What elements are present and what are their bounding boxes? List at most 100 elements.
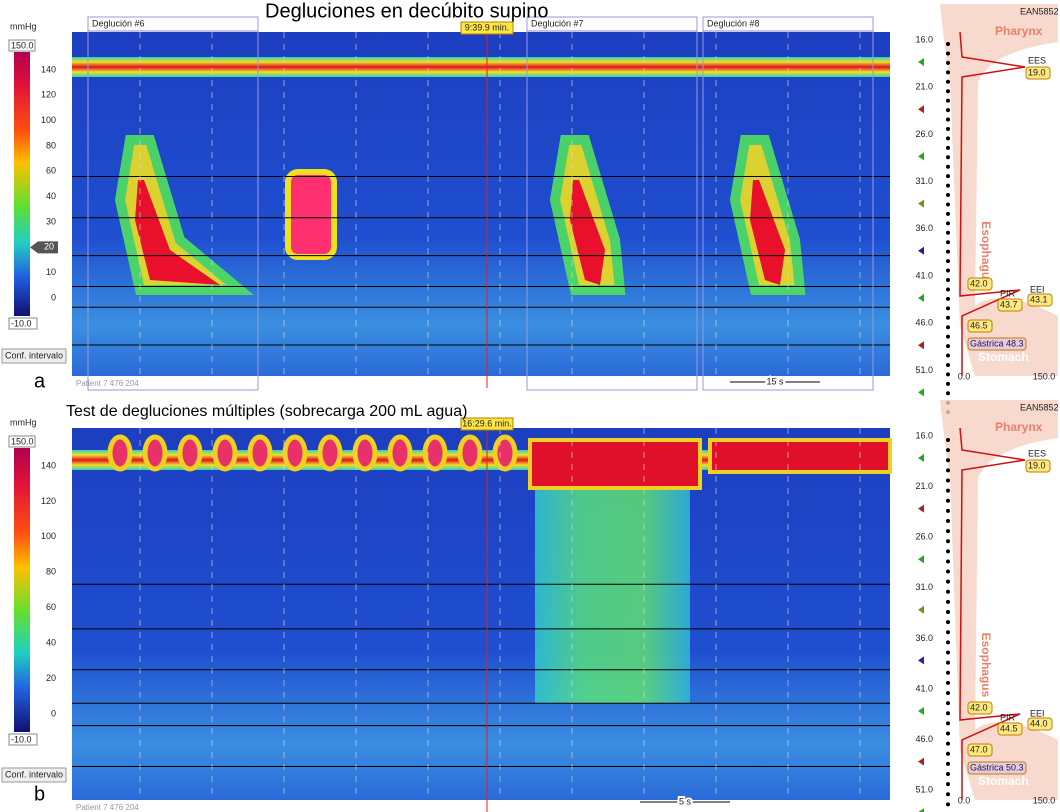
scale-tick: 140	[41, 460, 56, 470]
sensor-dot	[946, 202, 950, 207]
region: Esophagus	[979, 633, 993, 698]
eei-label: EEI	[1030, 284, 1045, 294]
sensor-arrow	[918, 504, 924, 513]
sensor-dot	[946, 145, 950, 150]
depth-tick: 31.0	[915, 582, 933, 592]
sensor-arrow	[918, 341, 924, 350]
sensor-arrow	[918, 152, 924, 161]
swallow-blob	[422, 434, 448, 472]
axis-min: 0.0	[958, 371, 971, 381]
sensor-dot	[946, 438, 950, 442]
sensor-dot	[946, 711, 950, 716]
depth-tick: 21.0	[915, 481, 933, 491]
depth-tick: 41.0	[915, 683, 933, 693]
sensor-dot	[946, 381, 950, 386]
scale-tick: 140	[41, 64, 56, 74]
swallow-blob	[352, 434, 378, 472]
swallow-blob	[177, 434, 203, 472]
sensor-dot	[946, 98, 950, 103]
time-marker-box	[460, 21, 514, 35]
panel-title: Test de degluciones múltiples (sobrecarg…	[66, 403, 467, 420]
panel-title: Degluciones en decúbito supino	[265, 0, 549, 22]
sensor-dot	[946, 306, 950, 311]
depth-tick: 26.0	[915, 532, 933, 542]
sensor-dot	[946, 448, 950, 453]
sensor-dot	[946, 792, 950, 797]
ees-label: EES	[1028, 448, 1046, 458]
ues-band	[708, 438, 892, 474]
sensor-dot	[946, 508, 950, 513]
settings-button[interactable]	[1, 348, 67, 364]
sensor-dot	[946, 691, 950, 695]
scale-tick: 10	[46, 267, 56, 277]
sensor-dot	[946, 79, 950, 84]
threshold-slider	[30, 241, 58, 254]
gastric-value-box	[967, 761, 1027, 775]
sensor-arrow	[918, 58, 924, 66]
sensor-dot	[946, 589, 950, 594]
scale-min-box	[8, 733, 38, 746]
eei-label: EEI	[1030, 708, 1045, 718]
sensor-dot	[946, 741, 950, 746]
lower-value-box	[967, 319, 993, 333]
depth-tick: 36.0	[915, 223, 933, 233]
swallow-blob	[457, 434, 483, 472]
scale-tick: 120	[41, 496, 56, 506]
eei-value-box	[1027, 293, 1053, 307]
swallow-blob	[492, 434, 518, 472]
axis-max: 150.0	[1033, 371, 1056, 381]
eei-value: 43.1	[1030, 294, 1048, 304]
scale-tick: 40	[46, 191, 56, 201]
sensor-dot	[946, 230, 950, 235]
swallow-blob	[387, 434, 413, 472]
pir-value-box	[997, 722, 1023, 736]
sensor-dot	[946, 549, 950, 554]
swallow-blob	[212, 434, 238, 472]
swallow-blob	[317, 434, 343, 472]
depth-tick: 51.0	[915, 785, 933, 795]
panel: 9:39.9 min.Deglución #6 Deglución #7 Deglu…	[1, 0, 1059, 415]
sensor-dot	[946, 610, 950, 615]
scale-max: 150.0	[11, 40, 34, 50]
ees-value: 19.0	[1028, 460, 1046, 470]
sensor-dot	[946, 174, 950, 179]
axis-min: 0.0	[958, 795, 971, 805]
swallow-blob	[247, 434, 273, 472]
sensor-dot	[946, 51, 950, 56]
sensor-dot	[946, 478, 950, 483]
sensor-arrow	[918, 555, 924, 564]
lower-value: 47.0	[970, 744, 988, 754]
panel-letter: a	[34, 370, 46, 392]
time-marker: 16:29.6 min.	[462, 418, 512, 428]
scale-max-box	[8, 39, 36, 52]
sensor-dot	[946, 468, 950, 473]
scale-tick: 80	[46, 567, 56, 577]
ues-band	[72, 57, 890, 77]
sensor-dot	[946, 579, 950, 584]
pir-label: PIR	[1000, 712, 1016, 722]
scale-tick: 20	[46, 673, 56, 683]
depth-tick: 36.0	[915, 633, 933, 643]
scale-min: -10.0	[11, 318, 32, 328]
sensor-dot	[946, 315, 950, 320]
ees-value: 19.0	[1028, 67, 1046, 77]
sensor-dot	[946, 268, 950, 273]
sensor-dot	[946, 721, 950, 726]
scale-tick: 60	[46, 166, 56, 176]
swallow-blob	[107, 434, 133, 472]
swallow-core	[750, 180, 785, 285]
scale-tick: 100	[41, 115, 56, 125]
scale-tick: 80	[46, 140, 56, 150]
sensor-arrow	[918, 656, 924, 665]
sensor-dot	[946, 569, 950, 574]
threshold: 20	[44, 242, 54, 252]
depth-tick: 16.0	[915, 430, 933, 440]
scale-max-box	[8, 435, 36, 448]
panel: 16:29.6 min.Test de degluciones múltiple…	[1, 400, 1059, 812]
time-marker-box	[460, 417, 514, 431]
swallow-frame	[702, 16, 874, 391]
settings-button-label: Conf. intervalo	[5, 350, 63, 360]
upper-value: 42.0	[970, 702, 988, 712]
scale-tick: 120	[41, 90, 56, 100]
settings-button[interactable]	[1, 767, 67, 783]
